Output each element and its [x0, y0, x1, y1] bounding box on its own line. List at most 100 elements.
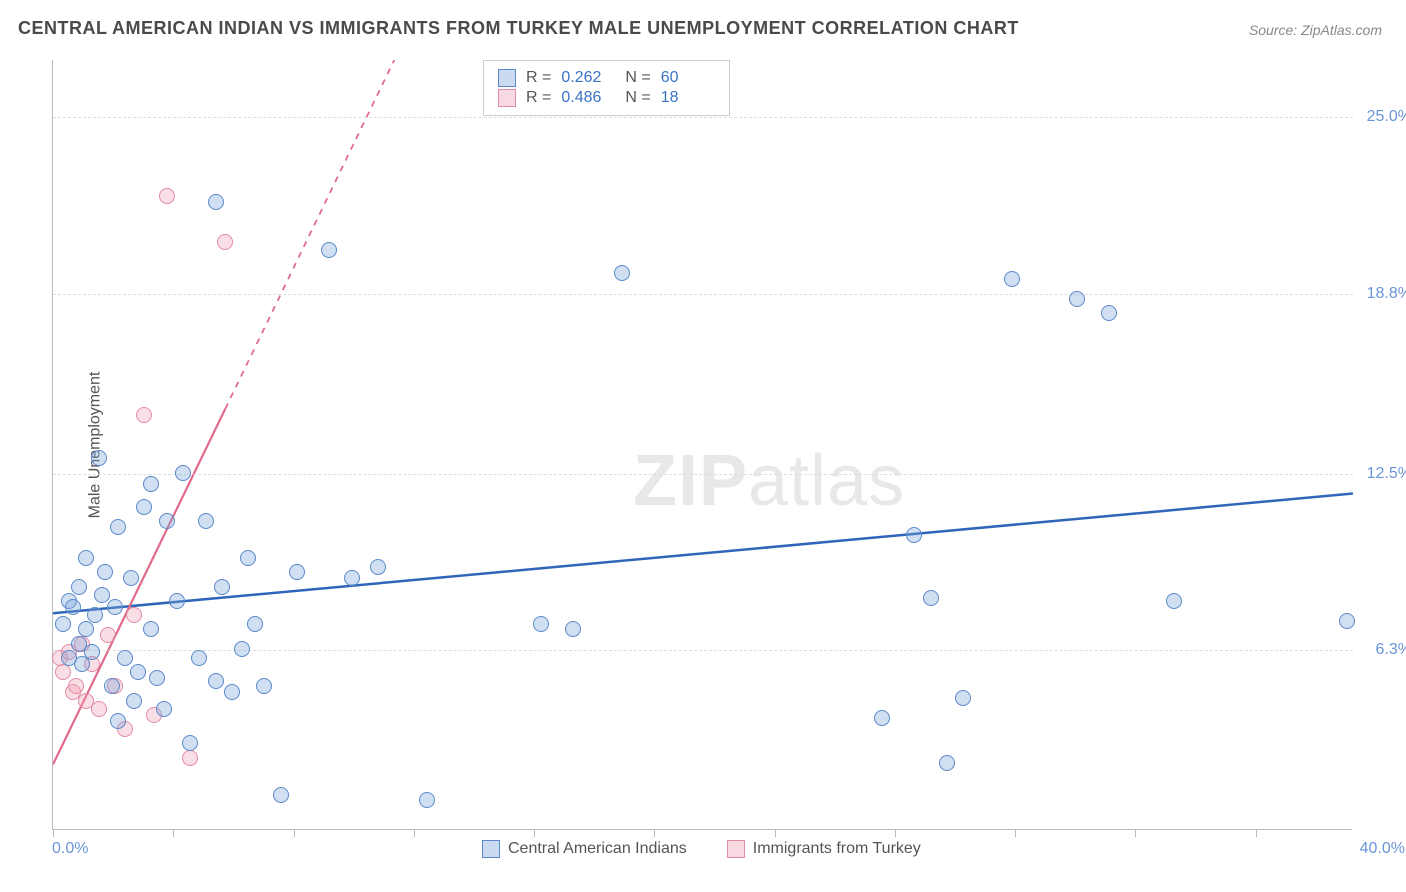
gridline	[53, 474, 1353, 475]
data-point-blue	[923, 590, 939, 606]
data-point-blue	[289, 564, 305, 580]
data-point-blue	[533, 616, 549, 632]
legend-label-blue: Central American Indians	[508, 840, 687, 858]
data-point-pink	[126, 607, 142, 623]
legend: Central American Indians Immigrants from…	[482, 840, 921, 858]
data-point-blue	[565, 621, 581, 637]
data-point-blue	[191, 650, 207, 666]
data-point-blue	[214, 579, 230, 595]
data-point-blue	[117, 650, 133, 666]
legend-item-blue: Central American Indians	[482, 840, 687, 858]
data-point-blue	[84, 644, 100, 660]
data-point-blue	[123, 570, 139, 586]
r-value-pink: 0.486	[561, 89, 615, 107]
n-label: N =	[625, 89, 650, 107]
data-point-blue	[1166, 593, 1182, 609]
corr-row-blue: R = 0.262 N = 60	[498, 69, 715, 87]
x-axis-max-label: 40.0%	[1360, 840, 1405, 858]
data-point-blue	[247, 616, 263, 632]
swatch-pink-icon	[498, 89, 516, 107]
x-tick	[53, 829, 54, 837]
data-point-blue	[208, 194, 224, 210]
x-tick	[534, 829, 535, 837]
swatch-blue-icon	[498, 69, 516, 87]
x-tick	[294, 829, 295, 837]
data-point-blue	[149, 670, 165, 686]
data-point-blue	[198, 513, 214, 529]
legend-swatch-pink-icon	[727, 840, 745, 858]
data-point-blue	[136, 499, 152, 515]
data-point-blue	[156, 701, 172, 717]
chart-title: CENTRAL AMERICAN INDIAN VS IMMIGRANTS FR…	[18, 18, 1019, 39]
data-point-blue	[110, 713, 126, 729]
y-tick-label: 6.3%	[1376, 641, 1406, 659]
data-point-blue	[955, 690, 971, 706]
data-point-blue	[91, 450, 107, 466]
x-tick	[1135, 829, 1136, 837]
data-point-blue	[256, 678, 272, 694]
x-tick	[414, 829, 415, 837]
data-point-pink	[136, 407, 152, 423]
x-tick	[1256, 829, 1257, 837]
data-point-blue	[224, 684, 240, 700]
data-point-blue	[321, 242, 337, 258]
r-label: R =	[526, 89, 551, 107]
data-point-pink	[68, 678, 84, 694]
gridline	[53, 117, 1353, 118]
data-point-blue	[107, 599, 123, 615]
x-tick	[173, 829, 174, 837]
data-point-blue	[55, 616, 71, 632]
data-point-blue	[130, 664, 146, 680]
watermark-light: atlas	[748, 441, 905, 521]
n-label: N =	[625, 69, 650, 87]
data-point-blue	[182, 735, 198, 751]
data-point-blue	[240, 550, 256, 566]
data-point-blue	[97, 564, 113, 580]
data-point-blue	[143, 621, 159, 637]
data-point-blue	[614, 265, 630, 281]
data-point-blue	[110, 519, 126, 535]
y-tick-label: 25.0%	[1367, 108, 1406, 126]
data-point-blue	[1069, 291, 1085, 307]
x-tick	[895, 829, 896, 837]
data-point-pink	[217, 234, 233, 250]
r-value-blue: 0.262	[561, 69, 615, 87]
corr-row-pink: R = 0.486 N = 18	[498, 89, 715, 107]
data-point-pink	[100, 627, 116, 643]
data-point-blue	[78, 621, 94, 637]
data-point-blue	[169, 593, 185, 609]
watermark: ZIPatlas	[633, 440, 905, 522]
data-point-blue	[126, 693, 142, 709]
data-point-blue	[208, 673, 224, 689]
data-point-pink	[182, 750, 198, 766]
data-point-blue	[874, 710, 890, 726]
x-tick	[1015, 829, 1016, 837]
data-point-blue	[143, 476, 159, 492]
n-value-blue: 60	[661, 69, 715, 87]
data-point-blue	[159, 513, 175, 529]
legend-swatch-blue-icon	[482, 840, 500, 858]
trend-line	[225, 60, 394, 409]
data-point-blue	[65, 599, 81, 615]
data-point-blue	[78, 550, 94, 566]
data-point-blue	[234, 641, 250, 657]
data-point-blue	[370, 559, 386, 575]
data-point-blue	[344, 570, 360, 586]
data-point-blue	[1101, 305, 1117, 321]
plot-region: ZIPatlas R = 0.262 N = 60 R = 0.486 N = …	[52, 60, 1352, 830]
data-point-pink	[159, 188, 175, 204]
r-label: R =	[526, 69, 551, 87]
legend-item-pink: Immigrants from Turkey	[727, 840, 921, 858]
data-point-blue	[273, 787, 289, 803]
y-tick-label: 18.8%	[1367, 285, 1406, 303]
data-point-blue	[939, 755, 955, 771]
chart-area: Male Unemployment ZIPatlas R = 0.262 N =…	[52, 60, 1352, 830]
data-point-blue	[1004, 271, 1020, 287]
x-tick	[654, 829, 655, 837]
data-point-blue	[94, 587, 110, 603]
data-point-pink	[91, 701, 107, 717]
legend-label-pink: Immigrants from Turkey	[753, 840, 921, 858]
data-point-blue	[175, 465, 191, 481]
gridline	[53, 294, 1353, 295]
x-axis-min-label: 0.0%	[52, 840, 88, 858]
